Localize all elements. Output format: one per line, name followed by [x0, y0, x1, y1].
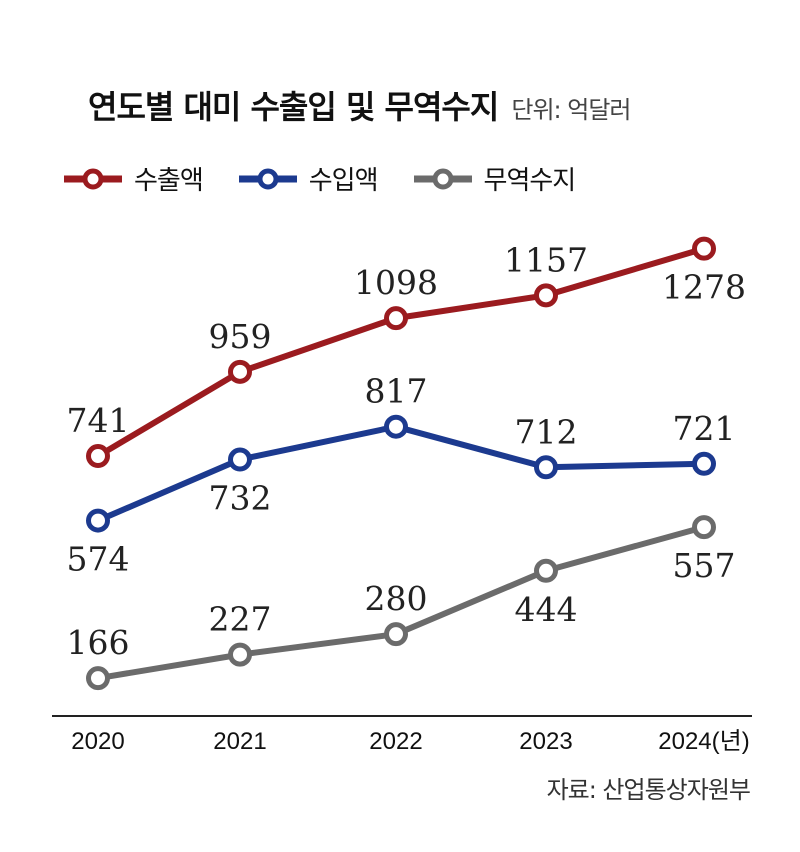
data-label-imports-3: 712	[515, 412, 578, 451]
data-label-exports-3: 1157	[504, 240, 588, 279]
data-label-exports-1: 959	[209, 317, 272, 356]
unit-label: 단위: 억달러	[511, 96, 631, 124]
data-point-imports-0	[86, 508, 110, 533]
legend-swatch-balance-icon	[413, 168, 472, 189]
data-point-balance-1	[228, 642, 252, 667]
legend: 수출액 수입액 무역수지	[62, 160, 609, 197]
data-point-imports-1	[228, 447, 252, 472]
data-point-balance-0	[86, 666, 110, 691]
legend-item-exports: 수출액	[62, 160, 204, 197]
x-tick-label-2: 2022	[369, 728, 422, 755]
data-point-exports-3	[534, 283, 558, 308]
legend-item-imports: 수입액	[237, 160, 379, 197]
data-label-exports-4: 1278	[662, 268, 746, 307]
data-point-balance-2	[384, 622, 408, 647]
data-point-exports-1	[228, 359, 252, 384]
data-label-exports-2: 1098	[354, 263, 438, 302]
data-label-imports-1: 732	[209, 479, 272, 518]
data-label-balance-4: 557	[673, 546, 736, 585]
data-point-balance-3	[534, 558, 558, 583]
legend-swatch-imports-icon	[238, 168, 297, 189]
x-tick-label-0: 2020	[71, 728, 124, 755]
data-label-balance-3: 444	[515, 590, 578, 629]
data-label-imports-0: 574	[67, 540, 130, 579]
data-point-exports-2	[384, 306, 408, 331]
legend-label-balance: 무역수지	[483, 166, 577, 196]
data-point-balance-4	[692, 515, 716, 540]
data-label-exports-0: 741	[67, 401, 130, 440]
legend-label-imports: 수입액	[308, 166, 379, 196]
data-point-exports-4	[692, 236, 716, 261]
data-point-imports-3	[534, 455, 558, 480]
data-label-balance-2: 280	[365, 579, 428, 618]
data-point-imports-4	[692, 451, 716, 476]
data-point-imports-2	[384, 414, 408, 439]
legend-label-exports: 수출액	[134, 166, 204, 196]
series-layer: 741 959 1098 1157 1278 574 732 817 712 721 166 227 2…	[67, 236, 746, 691]
data-point-exports-0	[86, 444, 110, 469]
x-tick-label-3: 2023	[519, 728, 572, 755]
x-tick-label-1: 2021	[213, 728, 266, 755]
data-label-imports-4: 721	[673, 409, 736, 448]
series-line-imports	[95, 423, 707, 524]
chart-header: 연도별 대미 수출입 및 무역수지 단위: 억달러	[88, 82, 632, 128]
legend-item-balance: 무역수지	[412, 160, 576, 197]
data-label-balance-0: 166	[67, 623, 130, 662]
legend-swatch-exports-icon	[64, 168, 122, 189]
data-label-imports-2: 817	[365, 372, 428, 411]
data-label-balance-1: 227	[209, 600, 272, 639]
chart-title: 연도별 대미 수출입 및 무역수지	[88, 88, 499, 126]
x-axis-ticks: 2020 2021 2022 2023 2024(년)	[71, 728, 749, 755]
x-tick-label-4: 2024(년)	[658, 728, 749, 755]
source-note: 자료: 산업통상자원부	[546, 776, 751, 804]
